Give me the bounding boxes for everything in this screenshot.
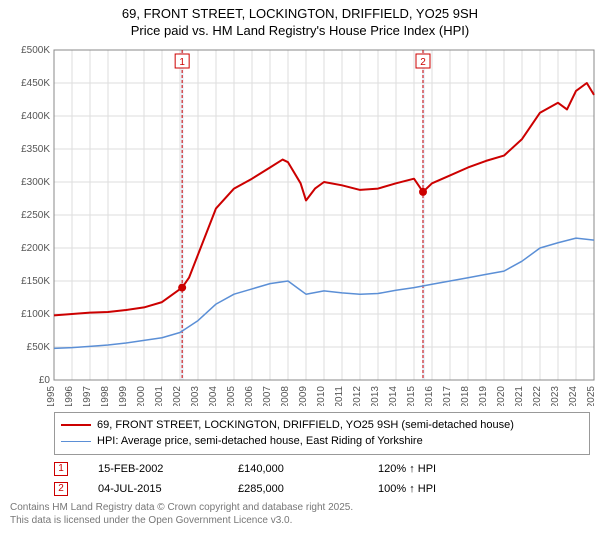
marker-row: 2 04-JUL-2015£285,000100% ↑ HPI: [54, 479, 590, 499]
svg-text:1995: 1995: [46, 385, 57, 405]
svg-text:2015: 2015: [406, 385, 417, 405]
title-line2: Price paid vs. HM Land Registry's House …: [0, 23, 600, 40]
chart-title-block: 69, FRONT STREET, LOCKINGTON, DRIFFIELD,…: [0, 0, 600, 40]
svg-text:2016: 2016: [424, 385, 435, 405]
marker-date: 15-FEB-2002: [98, 463, 238, 475]
svg-text:2019: 2019: [478, 385, 489, 405]
svg-text:1997: 1997: [82, 385, 93, 405]
svg-text:2012: 2012: [352, 385, 363, 405]
legend-swatch: [61, 424, 91, 426]
svg-text:2002: 2002: [172, 385, 183, 405]
svg-text:2022: 2022: [532, 385, 543, 405]
svg-text:2008: 2008: [280, 385, 291, 405]
svg-text:£250K: £250K: [21, 210, 50, 221]
svg-text:£500K: £500K: [21, 45, 50, 56]
svg-text:2005: 2005: [226, 385, 237, 405]
line-chart-svg: £0 £50K £100K £150K £200K £250K £300K £350K £400…: [0, 44, 600, 406]
legend-swatch: [61, 441, 91, 443]
legend: 69, FRONT STREET, LOCKINGTON, DRIFFIELD,…: [54, 412, 590, 455]
marker-hpi: 100% ↑ HPI: [378, 483, 518, 495]
svg-text:2004: 2004: [208, 385, 219, 405]
svg-text:2021: 2021: [514, 385, 525, 405]
svg-text:1996: 1996: [64, 385, 75, 405]
svg-text:£150K: £150K: [21, 276, 50, 287]
marker-hpi: 120% ↑ HPI: [378, 463, 518, 475]
chart-area: £0 £50K £100K £150K £200K £250K £300K £350K £400…: [0, 44, 600, 406]
svg-text:£350K: £350K: [21, 144, 50, 155]
svg-text:1: 1: [179, 57, 185, 68]
svg-text:2023: 2023: [550, 385, 561, 405]
marker-id-box: 1: [54, 462, 68, 476]
svg-text:2009: 2009: [298, 385, 309, 405]
svg-text:£0: £0: [39, 375, 51, 386]
svg-text:1998: 1998: [100, 385, 111, 405]
svg-text:£450K: £450K: [21, 78, 50, 89]
marker-date: 04-JUL-2015: [98, 483, 238, 495]
svg-text:2011: 2011: [334, 385, 345, 405]
svg-text:2: 2: [420, 57, 426, 68]
marker-row: 1 15-FEB-2002£140,000120% ↑ HPI: [54, 459, 590, 479]
svg-text:2018: 2018: [460, 385, 471, 405]
marker-price: £140,000: [238, 463, 378, 475]
svg-text:1999: 1999: [118, 385, 129, 405]
footer: Contains HM Land Registry data © Crown c…: [10, 501, 590, 527]
svg-text:£100K: £100K: [21, 309, 50, 320]
legend-item: HPI: Average price, semi-detached house,…: [61, 433, 583, 450]
svg-text:2003: 2003: [190, 385, 201, 405]
svg-text:2001: 2001: [154, 385, 165, 405]
svg-text:2014: 2014: [388, 385, 399, 405]
svg-text:2013: 2013: [370, 385, 381, 405]
legend-label: 69, FRONT STREET, LOCKINGTON, DRIFFIELD,…: [97, 417, 514, 434]
marker-price: £285,000: [238, 483, 378, 495]
svg-text:£200K: £200K: [21, 243, 50, 254]
footer-line2: This data is licensed under the Open Gov…: [10, 514, 590, 527]
svg-text:2020: 2020: [496, 385, 507, 405]
legend-item: 69, FRONT STREET, LOCKINGTON, DRIFFIELD,…: [61, 417, 583, 434]
marker-id-box: 2: [54, 482, 68, 496]
legend-label: HPI: Average price, semi-detached house,…: [97, 433, 423, 450]
svg-text:2000: 2000: [136, 385, 147, 405]
svg-text:£50K: £50K: [27, 342, 51, 353]
svg-text:2025: 2025: [586, 385, 597, 405]
footer-line1: Contains HM Land Registry data © Crown c…: [10, 501, 590, 514]
svg-text:2006: 2006: [244, 385, 255, 405]
svg-text:£300K: £300K: [21, 177, 50, 188]
svg-text:2024: 2024: [568, 385, 579, 405]
marker-table: 1 15-FEB-2002£140,000120% ↑ HPI 2 04-JUL-20…: [54, 459, 590, 499]
svg-text:£400K: £400K: [21, 111, 50, 122]
svg-text:2007: 2007: [262, 385, 273, 405]
title-line1: 69, FRONT STREET, LOCKINGTON, DRIFFIELD,…: [0, 6, 600, 23]
svg-text:2017: 2017: [442, 385, 453, 405]
svg-text:2010: 2010: [316, 385, 327, 405]
